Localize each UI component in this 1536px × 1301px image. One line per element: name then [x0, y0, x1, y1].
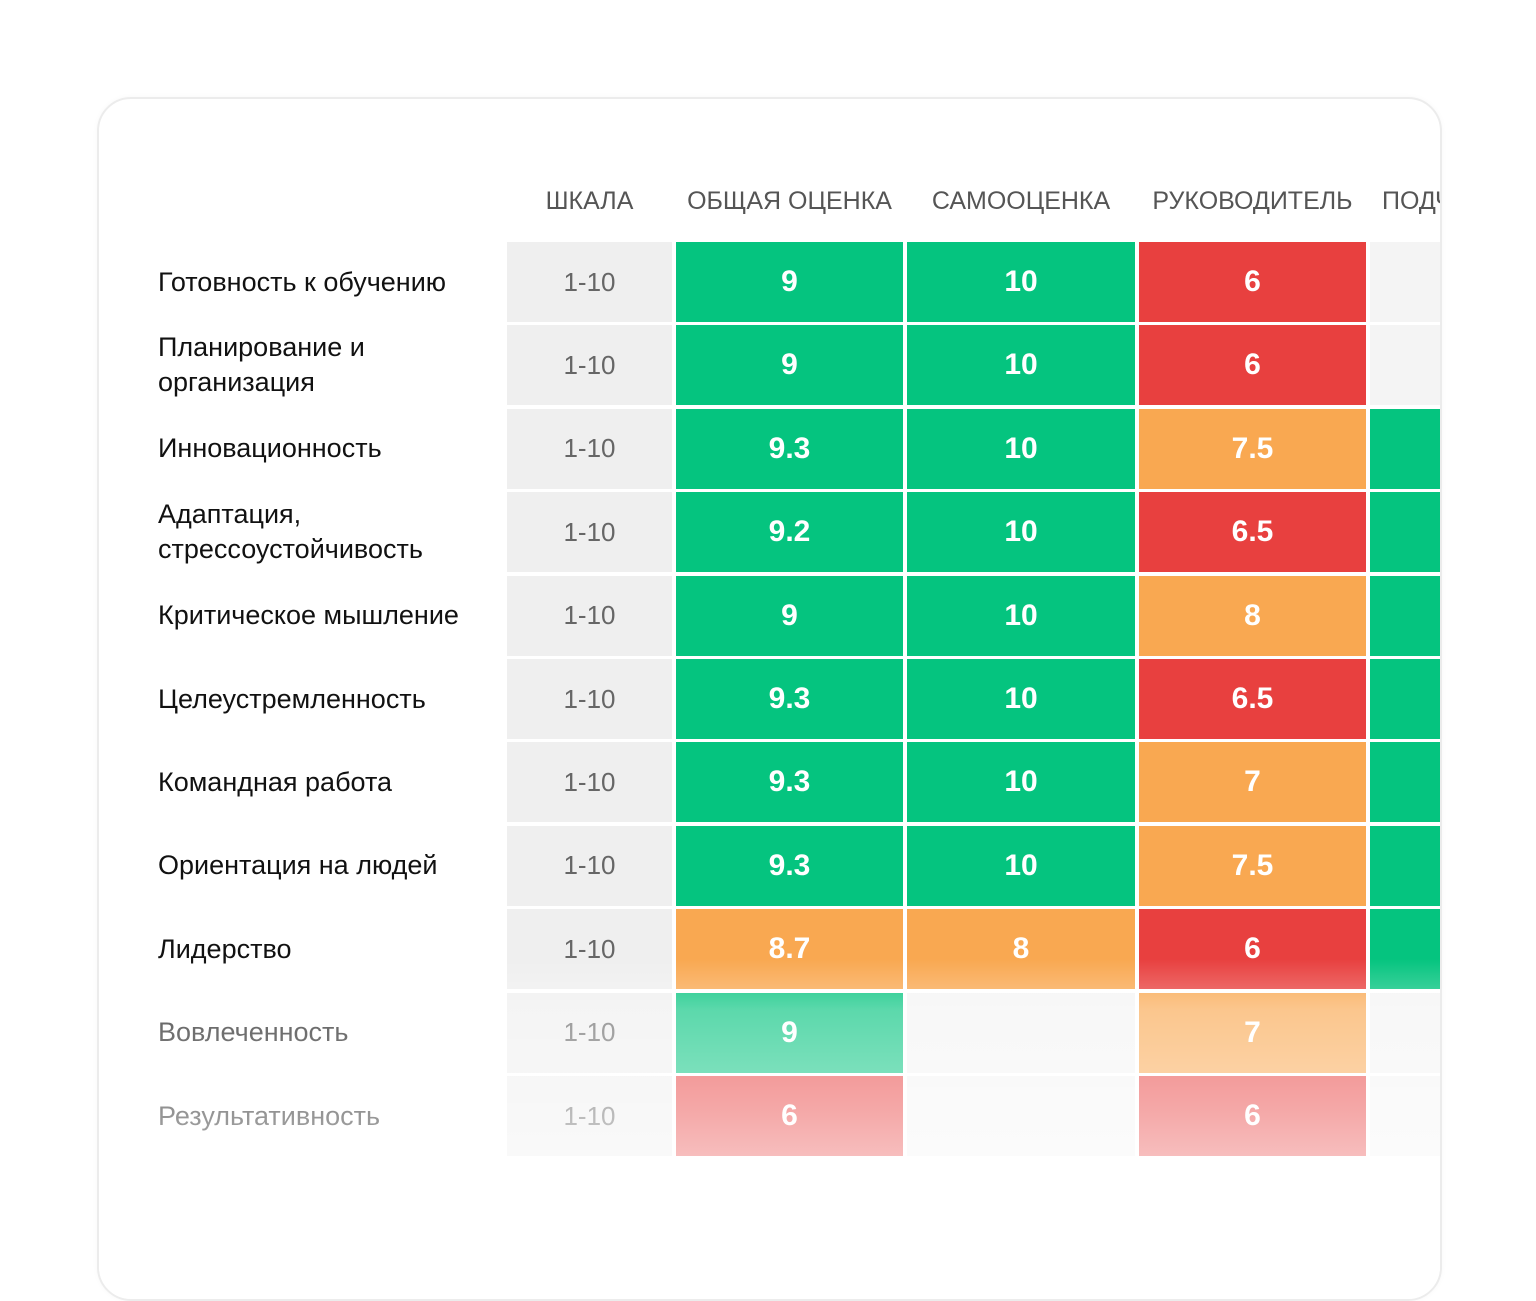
- scale-cell: 1-10: [507, 659, 672, 739]
- score-cell: 10: [907, 325, 1135, 406]
- score-cell: 9: [676, 575, 903, 656]
- score-cell: [1370, 659, 1440, 739]
- column-header: ШКАЛА: [545, 187, 634, 215]
- score-cell: 10: [907, 492, 1135, 573]
- score-cell: [1370, 325, 1440, 406]
- score-cell: [1370, 242, 1440, 322]
- row-label: Критическое мышление: [158, 600, 459, 631]
- scale-cell: 1-10: [507, 742, 672, 823]
- row-label: Вовлеченность: [158, 1017, 349, 1048]
- score-cell: [1370, 992, 1440, 1073]
- scale-cell: 1-10: [507, 492, 672, 573]
- row-label: Инновационность: [158, 433, 382, 464]
- score-cell: 9.3: [676, 659, 903, 739]
- score-cell: 10: [907, 742, 1135, 823]
- row-label: Результативность: [158, 1100, 381, 1131]
- row-label: Целеустремленность: [158, 683, 426, 714]
- row-label: Планирование и организация: [158, 332, 365, 398]
- scale-cell: 1-10: [507, 242, 672, 322]
- score-cell: [907, 1076, 1135, 1156]
- score-cell: [1370, 825, 1440, 906]
- score-cell: 9: [676, 242, 903, 322]
- row-label: Ориентация на людей: [158, 850, 438, 881]
- scale-cell: 1-10: [507, 825, 672, 906]
- column-header: ПОДЧИНЕННЫЕ: [1382, 187, 1440, 215]
- score-cell: [907, 992, 1135, 1073]
- score-cell: 9.3: [676, 825, 903, 906]
- column-header: САМООЦЕНКА: [931, 187, 1111, 215]
- score-cell: [1370, 492, 1440, 573]
- score-cell: 10: [907, 659, 1135, 739]
- scale-cell: 1-10: [507, 1076, 672, 1156]
- scale-cell: 1-10: [507, 325, 672, 406]
- score-cell: 7.5: [1139, 825, 1366, 906]
- score-cell: 7.5: [1139, 408, 1366, 489]
- score-cell: 6: [1139, 909, 1366, 990]
- row-label: Готовность к обучению: [158, 266, 447, 297]
- scale-cell: 1-10: [507, 408, 672, 489]
- score-cell: 6: [1139, 242, 1366, 322]
- score-cell: 9.3: [676, 408, 903, 489]
- row-label: Командная работа: [158, 766, 393, 797]
- score-cell: [1370, 575, 1440, 656]
- scale-cell: 1-10: [507, 992, 672, 1073]
- score-cell: 9.2: [676, 492, 903, 573]
- score-cell: 10: [907, 825, 1135, 906]
- report-card: ШКАЛА ОБЩАЯ ОЦЕНКА САМООЦЕНКА РУКОВОДИТЕЛЬ П…: [97, 97, 1442, 1301]
- column-header: РУКОВОДИТЕЛЬ: [1152, 187, 1353, 215]
- score-cell: 6: [676, 1076, 903, 1156]
- score-cell: [1370, 742, 1440, 823]
- row-label: Лидерство: [158, 933, 292, 964]
- score-cell: [1370, 408, 1440, 489]
- score-cell: [1370, 909, 1440, 990]
- score-cell: 8: [1139, 575, 1366, 656]
- column-header: ОБЩАЯ ОЦЕНКА: [687, 187, 892, 215]
- score-cell: 7: [1139, 742, 1366, 823]
- score-cell: 10: [907, 408, 1135, 489]
- score-cell: 6: [1139, 1076, 1366, 1156]
- score-cell: 9: [676, 325, 903, 406]
- scale-cell: 1-10: [507, 575, 672, 656]
- score-cell: 9.3: [676, 742, 903, 823]
- score-cell: 9: [676, 992, 903, 1073]
- score-cell: 6.5: [1139, 492, 1366, 573]
- score-cell: [1370, 1076, 1440, 1156]
- score-cell: 6.5: [1139, 659, 1366, 739]
- score-cell: 8: [907, 909, 1135, 990]
- score-cell: 6: [1139, 325, 1366, 406]
- score-cell: 8.7: [676, 909, 903, 990]
- score-cell: 10: [907, 575, 1135, 656]
- score-cell: 7: [1139, 992, 1366, 1073]
- score-cell: 10: [907, 242, 1135, 322]
- scale-cell: 1-10: [507, 909, 672, 990]
- row-label: Адаптация, стрессоустойчивость: [158, 499, 423, 565]
